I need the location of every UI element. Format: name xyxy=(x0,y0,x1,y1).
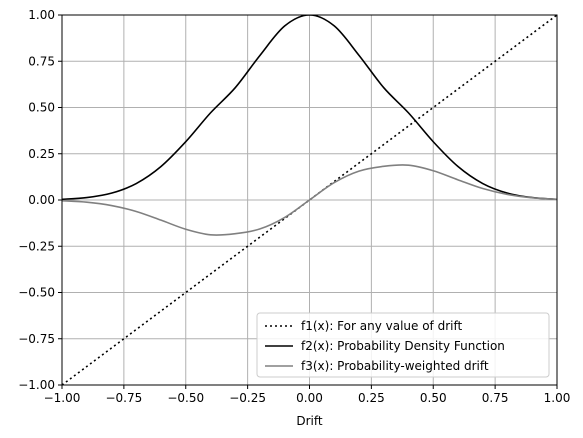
legend-label-2: f2(x): Probability Density Function xyxy=(301,339,505,353)
x-tick-label: −0.50 xyxy=(167,391,204,405)
y-tick-label: −0.75 xyxy=(18,332,55,346)
x-tick-label: −1.00 xyxy=(44,391,81,405)
y-tick-label: 0.75 xyxy=(28,54,55,68)
y-tick-label: 1.00 xyxy=(28,8,55,22)
x-tick-label: 0.00 xyxy=(296,391,323,405)
ticks: −1.00 −0.75 −0.50 −0.25 0.00 0.25 0.50 0.75 1.00… xyxy=(18,8,570,405)
series-line-1 xyxy=(62,15,557,385)
y-tick-label: 0.25 xyxy=(28,147,55,161)
y-tick-label: 0.50 xyxy=(28,101,55,115)
x-tick-label: 0.25 xyxy=(358,391,385,405)
y-tick-label: −0.25 xyxy=(18,239,55,253)
legend-label-3: f3(x): Probability-weighted drift xyxy=(301,359,489,373)
y-tick-label: −1.00 xyxy=(18,378,55,392)
series-line-2 xyxy=(62,15,557,201)
x-tick-label: 0.50 xyxy=(420,391,447,405)
x-tick-label: −0.25 xyxy=(229,391,266,405)
y-tick-label: −0.50 xyxy=(18,286,55,300)
series-layer xyxy=(62,15,557,385)
legend-label-1: f1(x): For any value of drift xyxy=(301,319,462,333)
legend-box xyxy=(256,312,550,378)
x-axis-label: Drift xyxy=(296,414,323,428)
legend: f1(x): For any value of drift f2(x): Prob… xyxy=(256,312,550,378)
x-tick-label: 0.75 xyxy=(482,391,509,405)
series-line-3 xyxy=(62,164,557,236)
x-tick-label: 1.00 xyxy=(544,391,571,405)
y-tick-label: 0.00 xyxy=(28,193,55,207)
x-tick-label: −0.75 xyxy=(105,391,142,405)
